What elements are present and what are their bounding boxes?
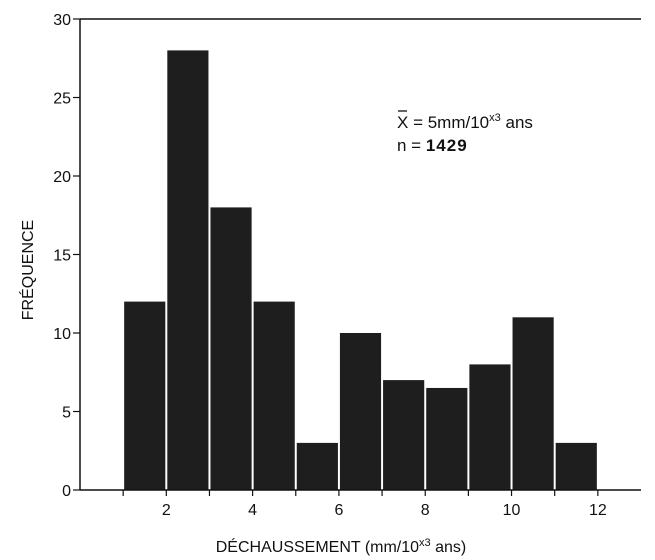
y-ticks-group: 0 5 10 15 20 25 30 <box>53 12 80 500</box>
x-axis-title: DÉCHAUSSEMENT (mm/10x3 ans) <box>216 537 467 556</box>
n-annotation: n = 1429 <box>397 136 468 155</box>
histogram-bar <box>167 50 209 491</box>
y-tick-label: 10 <box>53 326 71 343</box>
histogram-bar <box>124 301 166 490</box>
histogram-bar <box>512 317 554 490</box>
mean-annotation: X = 5mm/10x3 ans <box>397 112 533 132</box>
y-tick-label: 30 <box>53 12 71 29</box>
y-tick-label: 15 <box>53 248 71 265</box>
histogram-bar <box>555 442 597 490</box>
histogram-bar <box>469 364 511 490</box>
histogram-bar <box>253 301 295 490</box>
y-tick-label: 20 <box>53 169 71 186</box>
y-tick-label: 25 <box>53 91 71 108</box>
histogram-bar <box>210 207 252 490</box>
y-axis-title: FRÉQUENCE <box>18 220 37 320</box>
y-tick-label: 5 <box>62 405 71 422</box>
y-tick-label: 0 <box>62 483 71 500</box>
histogram-bar <box>296 442 338 490</box>
x-tick-label: 12 <box>589 502 607 519</box>
x-tick-label: 10 <box>503 502 521 519</box>
x-tick-label: 6 <box>334 502 343 519</box>
x-tick-label: 8 <box>421 502 430 519</box>
histogram-bar <box>383 380 425 490</box>
histogram-bar <box>426 387 468 490</box>
bars-group <box>124 50 597 491</box>
stats-annotation: X = 5mm/10x3 ans n = 1429 <box>397 110 533 155</box>
x-tick-label: 4 <box>248 502 257 519</box>
x-tick-label: 2 <box>162 502 171 519</box>
x-ticks-group: 2 4 6 8 10 12 <box>122 490 607 519</box>
histogram-bar <box>339 333 382 490</box>
